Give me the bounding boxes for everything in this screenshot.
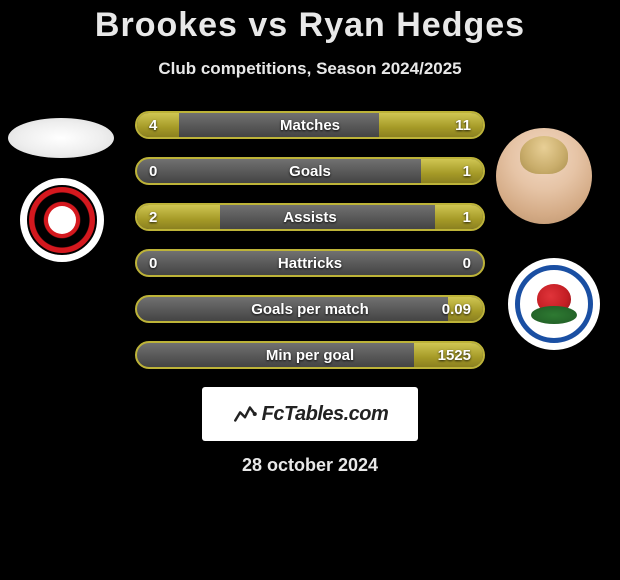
stat-label: Goals — [289, 163, 331, 180]
stat-row: 0 Hattricks 0 — [135, 249, 485, 277]
stat-label: Matches — [280, 117, 340, 134]
stat-value-left: 2 — [149, 209, 157, 226]
stat-row: 0 Goals 1 — [135, 157, 485, 185]
stat-value-left: 0 — [149, 255, 157, 272]
stat-value-right: 1 — [463, 209, 471, 226]
stats-container: 4 Matches 11 0 Goals 1 2 Assists 1 0 Hattricks 0 Goa… — [135, 111, 485, 369]
stat-row: 4 Matches 11 — [135, 111, 485, 139]
stat-value-left: 0 — [149, 163, 157, 180]
stat-value-right: 0 — [463, 255, 471, 272]
stat-fill-left — [137, 113, 179, 137]
stat-label: Min per goal — [266, 347, 354, 364]
stat-fill-right — [421, 159, 483, 183]
fctables-watermark: FcTables.com — [202, 387, 418, 441]
stat-row: Min per goal 1525 — [135, 341, 485, 369]
stat-row: 2 Assists 1 — [135, 203, 485, 231]
stat-label: Hattricks — [278, 255, 342, 272]
stat-value-right: 1 — [463, 163, 471, 180]
stat-value-left: 4 — [149, 117, 157, 134]
fctables-icon — [232, 401, 258, 427]
stat-label: Assists — [283, 209, 336, 226]
stat-label: Goals per match — [251, 301, 369, 318]
stat-value-right: 1525 — [438, 347, 471, 364]
stat-value-right: 0.09 — [442, 301, 471, 318]
subtitle: Club competitions, Season 2024/2025 — [0, 59, 620, 79]
stat-row: Goals per match 0.09 — [135, 295, 485, 323]
fctables-label: FcTables.com — [262, 403, 389, 426]
stat-fill-right — [435, 205, 483, 229]
stat-value-right: 11 — [455, 117, 471, 134]
date-label: 28 october 2024 — [0, 455, 620, 476]
page-title: Brookes vs Ryan Hedges — [0, 0, 620, 45]
